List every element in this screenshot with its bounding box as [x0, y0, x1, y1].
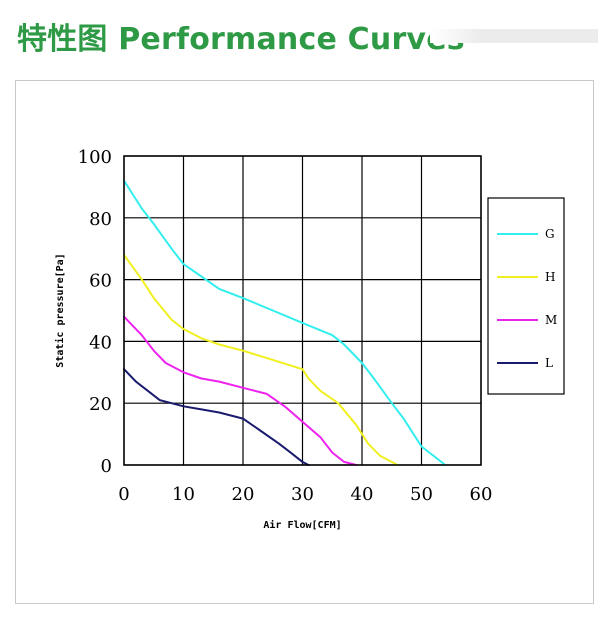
x-tick-label: 20	[232, 484, 255, 505]
plot-border	[123, 155, 482, 466]
grid	[123, 155, 482, 466]
legend: G H M L	[487, 197, 565, 395]
legend-label-M: M	[545, 313, 557, 327]
x-tick-label: 50	[410, 484, 433, 505]
series-line-H	[123, 253, 399, 466]
series-line-L	[123, 368, 310, 466]
series-line-M	[123, 315, 358, 466]
x-tick-label: 30	[291, 484, 314, 505]
x-tick-label: 10	[172, 484, 195, 505]
x-tick-label: 60	[470, 484, 493, 505]
y-tick-label: 40	[89, 332, 112, 353]
y-tick-label: 20	[89, 394, 112, 415]
y-tick-label: 80	[89, 209, 112, 230]
title-bar: 特性图 Performance Curves	[0, 0, 611, 70]
y-tick-label: 0	[101, 456, 112, 477]
x-tick-label: 0	[118, 484, 129, 505]
y-tick-label: 60	[89, 271, 112, 292]
title-decorative-rule	[430, 29, 598, 43]
y-tick-label: 100	[78, 147, 112, 168]
legend-label-H: H	[545, 270, 555, 284]
legend-box	[487, 197, 565, 395]
series-layer	[123, 179, 447, 466]
y-tick-labels: 0 20 40 60 80 100	[78, 147, 112, 477]
series-line-G	[123, 179, 447, 466]
x-tick-labels: 0 10 20 30 40 50 60	[118, 484, 492, 505]
x-tick-label: 40	[351, 484, 374, 505]
legend-label-G: G	[545, 227, 555, 241]
y-axis-label: Static pressure[Pa]	[54, 253, 66, 367]
x-axis-label: Air Flow[CFM]	[263, 519, 341, 531]
legend-label-L: L	[545, 356, 553, 370]
page-title: 特性图 Performance Curves	[17, 22, 465, 57]
